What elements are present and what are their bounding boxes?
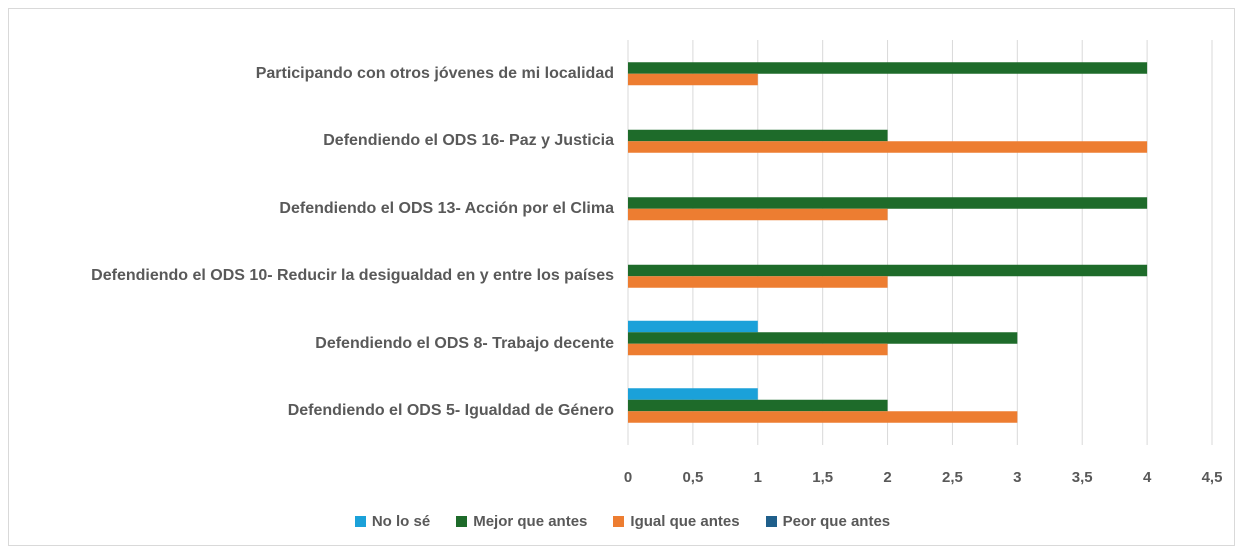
legend-item: No lo sé [354, 513, 431, 530]
x-tick-label: 0,5 [682, 469, 703, 486]
bar [628, 264, 1148, 277]
bar [628, 399, 888, 412]
category-text: Defendiendo el ODS 5- Igualdad de Género [287, 402, 614, 420]
x-tick-label: 2,5 [942, 469, 963, 486]
legend-item: Igual que antes [613, 513, 740, 530]
bar [628, 141, 1148, 153]
bar [628, 62, 1148, 74]
category-label: Defendiendo el ODS 13- Acción por el Cli… [14, 198, 614, 220]
category-label: Defendiendo el ODS 16- Paz y Justicia [14, 130, 614, 152]
category-text: Defendiendo el ODS 13- Acción por el Cli… [279, 199, 614, 217]
legend-swatch [354, 516, 366, 527]
category-label: Participando con otros jóvenes de mi loc… [14, 63, 614, 85]
legend-label: No lo sé [371, 513, 431, 530]
x-tick-label: 4 [1143, 469, 1152, 486]
legend-swatch [613, 516, 625, 527]
bar [628, 320, 758, 333]
bar [628, 73, 758, 86]
bar [628, 343, 888, 356]
x-tick-label: 0 [624, 469, 632, 486]
legend-swatch [765, 516, 777, 527]
category-label: Defendiendo el ODS 8- Trabajo decente [14, 333, 614, 355]
x-tick-label: 3,5 [1072, 469, 1093, 486]
legend-label: Peor que antes [782, 513, 891, 530]
chart-frame [8, 8, 1235, 546]
bar [628, 197, 1148, 209]
legend: No lo sé Mejor que antes Igual que antes Pe… [0, 513, 1245, 530]
bar [628, 411, 1018, 423]
bar [628, 388, 758, 400]
x-tick-label: 1 [754, 469, 762, 486]
x-tick-label: 4,5 [1202, 469, 1223, 486]
category-text: Defendiendo el ODS 10- Reducir la desigu… [91, 267, 614, 285]
x-tick-label: 2 [883, 469, 891, 486]
bar [628, 332, 1018, 344]
category-label: Defendiendo el ODS 10- Reducir la desigu… [14, 265, 614, 287]
legend-label: Mejor que antes [473, 513, 588, 530]
legend-item: Peor que antes [765, 513, 891, 530]
category-text: Defendiendo el ODS 16- Paz y Justicia [323, 132, 614, 150]
x-tick-label: 1,5 [812, 469, 833, 486]
category-text: Defendiendo el ODS 8- Trabajo decente [315, 334, 614, 352]
bar [628, 208, 888, 221]
category-text: Participando con otros jóvenes de mi loc… [255, 64, 614, 82]
category-label: Defendiendo el ODS 5- Igualdad de Género [14, 400, 614, 422]
bar [628, 129, 888, 142]
legend-item: Mejor que antes [456, 513, 587, 530]
legend-label: Igual que antes [630, 513, 740, 530]
x-tick-label: 3 [1013, 469, 1021, 486]
legend-swatch [456, 516, 468, 527]
bar [628, 276, 888, 288]
